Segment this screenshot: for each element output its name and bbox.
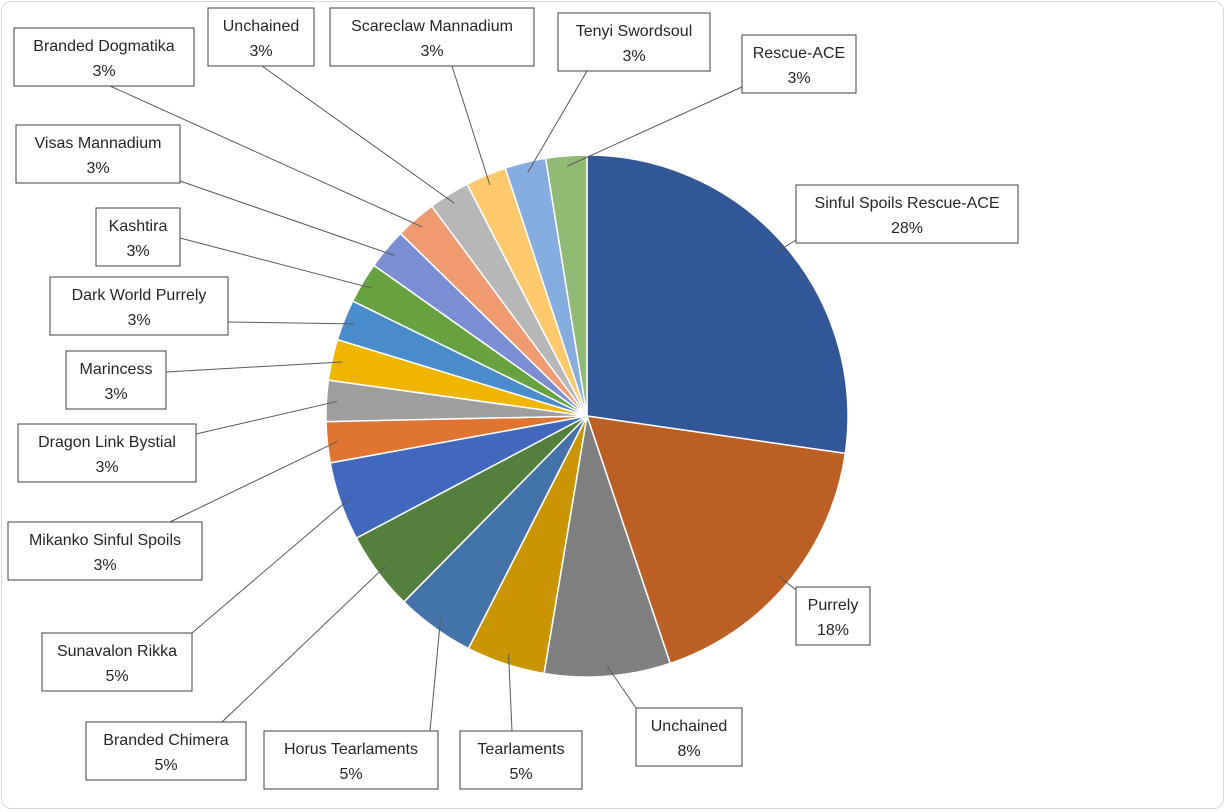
data-label: Rescue-ACE 3%	[741, 34, 857, 94]
data-label-name: Sinful Spoils Rescue-ACE	[815, 195, 1000, 212]
leader-line	[165, 361, 343, 373]
data-label: Marincess 3%	[65, 350, 167, 410]
data-label-percent: 3%	[92, 63, 115, 80]
data-label: Dragon Link Bystial 3%	[17, 423, 197, 483]
leader-line	[221, 565, 387, 723]
data-label-box	[17, 423, 197, 483]
data-label-name: Branded Chimera	[103, 732, 229, 749]
data-label: Mikanko Sinful Spoils 3%	[7, 521, 203, 581]
data-label: Sunavalon Rikka 5%	[41, 632, 193, 692]
leader-line	[109, 85, 423, 228]
data-label-name: Tenyi Swordsoul	[576, 23, 693, 40]
leader-line	[191, 497, 351, 634]
data-label: Branded Chimera 5%	[85, 721, 247, 781]
data-label-percent: 3%	[420, 43, 443, 60]
leader-line	[776, 239, 797, 253]
data-label-name: Unchained	[223, 18, 300, 35]
data-label-percent: 3%	[104, 386, 127, 403]
data-label-percent: 5%	[339, 766, 362, 783]
leader-line	[179, 180, 395, 257]
data-label: Unchained 3%	[207, 7, 315, 67]
leader-line	[169, 440, 338, 523]
leader-line	[508, 653, 513, 732]
data-label-percent: 3%	[622, 48, 645, 65]
pie-slices	[325, 154, 849, 678]
leader-line	[527, 70, 588, 173]
data-label: Tenyi Swordsoul 3%	[557, 12, 711, 72]
data-label-percent: 8%	[677, 743, 700, 760]
data-label-box	[329, 7, 535, 67]
data-label-box	[263, 730, 439, 790]
data-label-box	[49, 276, 229, 336]
data-label-box	[459, 730, 583, 790]
data-label-box	[207, 7, 315, 67]
data-label-percent: 3%	[95, 459, 118, 476]
data-label: Scareclaw Mannadium 3%	[329, 7, 535, 67]
data-label-name: Dragon Link Bystial	[38, 434, 176, 451]
data-label-box	[635, 707, 743, 767]
data-label-name: Unchained	[651, 718, 728, 735]
leader-line	[429, 619, 441, 732]
data-label: Unchained 8%	[635, 707, 743, 767]
leader-line	[451, 65, 491, 186]
data-label-name: Visas Mannadium	[35, 135, 162, 152]
data-label: Branded Dogmatika 3%	[13, 27, 195, 87]
data-label: Horus Tearlaments 5%	[263, 730, 439, 790]
data-label-percent: 5%	[105, 668, 128, 685]
data-label-box	[65, 350, 167, 410]
leader-lines	[109, 65, 797, 732]
leader-line	[566, 86, 743, 167]
leader-line	[261, 65, 455, 204]
data-label-box	[795, 586, 871, 646]
data-label-box	[85, 721, 247, 781]
leader-line	[606, 665, 637, 709]
data-label-name: Rescue-ACE	[753, 45, 845, 62]
data-label-name: Scareclaw Mannadium	[351, 18, 513, 35]
data-label-percent: 5%	[154, 757, 177, 774]
data-label: Visas Mannadium 3%	[15, 124, 181, 184]
data-label-box	[741, 34, 857, 94]
data-label-name: Kashtira	[109, 218, 168, 235]
data-label-box	[13, 27, 195, 87]
leader-line	[779, 576, 797, 591]
data-label-box	[7, 521, 203, 581]
data-label: Sinful Spoils Rescue-ACE 28%	[795, 184, 1019, 244]
data-label-name: Mikanko Sinful Spoils	[29, 532, 181, 549]
pie-slice	[544, 154, 588, 417]
leader-line	[227, 321, 355, 325]
data-label-box	[41, 632, 193, 692]
data-label-name: Branded Dogmatika	[33, 38, 175, 55]
data-label-percent: 3%	[249, 43, 272, 60]
data-label-name: Horus Tearlaments	[284, 741, 418, 758]
data-label-percent: 18%	[817, 622, 849, 639]
data-label: Tearlaments 5%	[459, 730, 583, 790]
data-label-percent: 3%	[93, 557, 116, 574]
data-label-name: Marincess	[80, 361, 153, 378]
data-label-percent: 3%	[126, 243, 149, 260]
data-label-percent: 3%	[127, 312, 150, 329]
leader-line	[195, 400, 337, 435]
data-label: Dark World Purrely 3%	[49, 276, 229, 336]
leader-line	[179, 237, 372, 289]
data-label-name: Purrely	[808, 597, 859, 614]
data-label-name: Dark World Purrely	[72, 287, 207, 304]
data-label-name: Sunavalon Rikka	[57, 643, 177, 660]
data-label-percent: 3%	[86, 160, 109, 177]
data-labels: Sinful Spoils Rescue-ACE 28% Purrely 18% Unc…	[7, 7, 1019, 790]
data-label: Kashtira 3%	[95, 207, 181, 267]
data-label-percent: 3%	[787, 70, 810, 87]
data-label-percent: 28%	[891, 220, 923, 237]
pie-slice	[543, 415, 672, 678]
pie-slice	[586, 154, 849, 455]
data-label-box	[95, 207, 181, 267]
data-label-box	[15, 124, 181, 184]
data-label-name: Tearlaments	[477, 741, 564, 758]
data-label-box	[557, 12, 711, 72]
data-label-percent: 5%	[509, 766, 532, 783]
data-label-box	[795, 184, 1019, 244]
data-label: Purrely 18%	[795, 586, 871, 646]
